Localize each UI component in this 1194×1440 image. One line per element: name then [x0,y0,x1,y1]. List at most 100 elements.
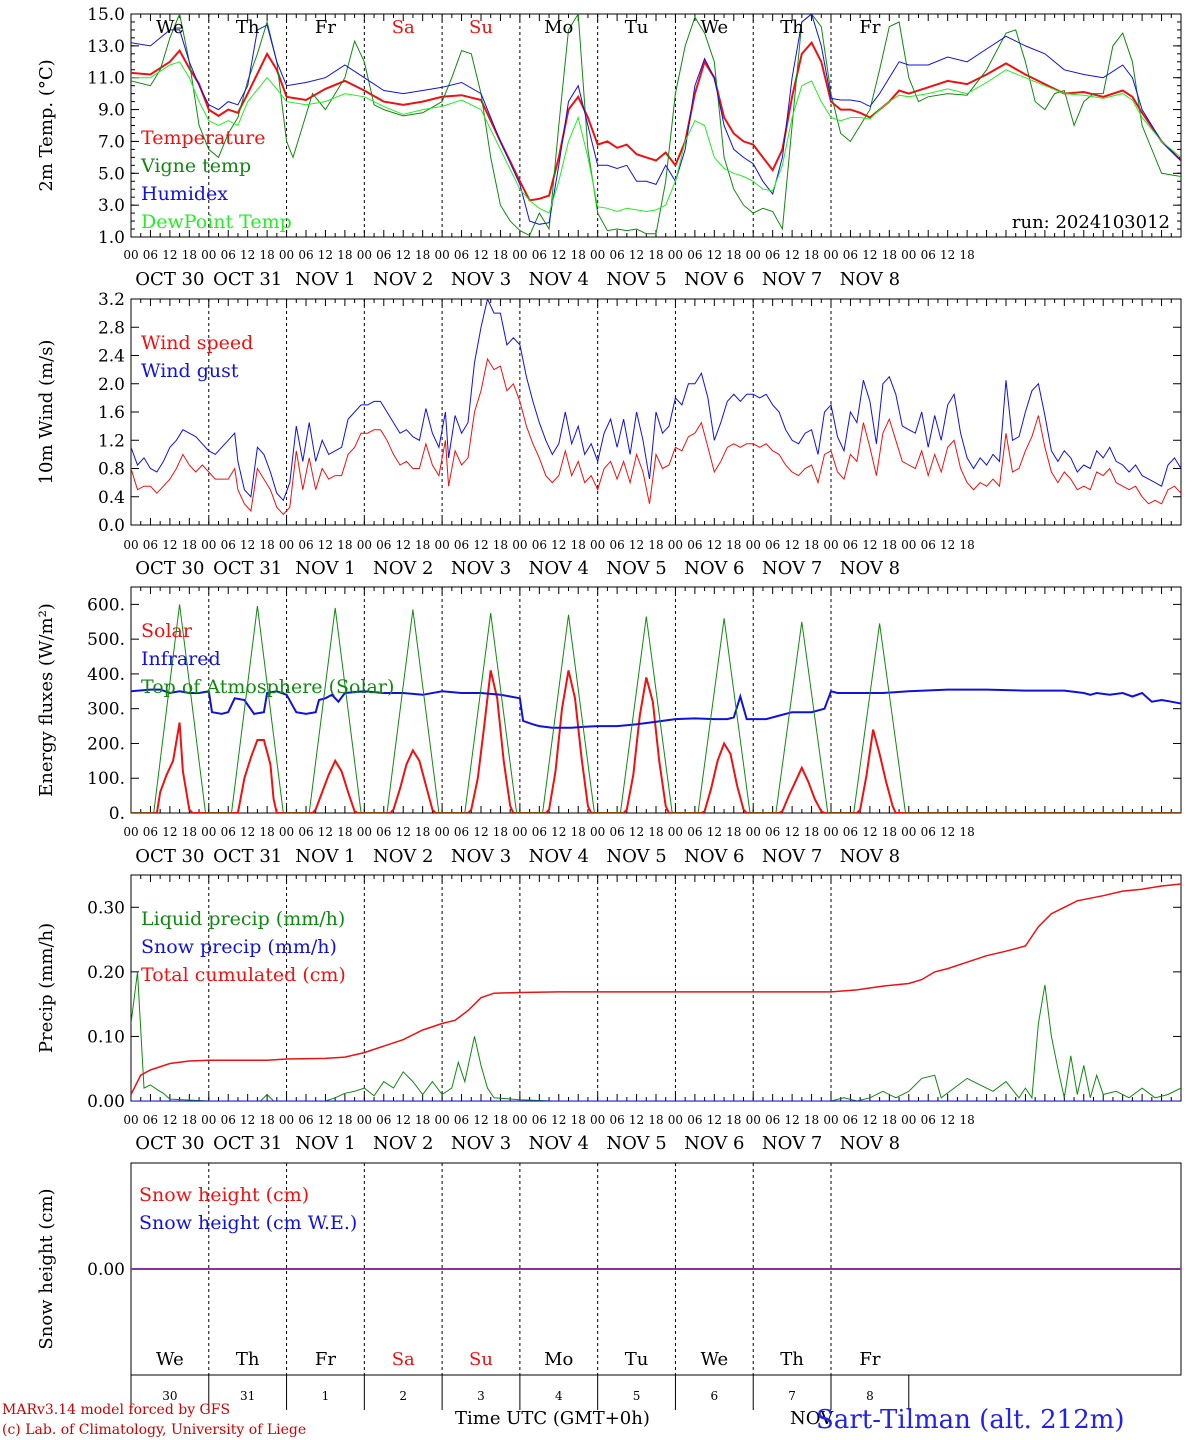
date-label: OCT 30 [135,269,204,290]
hour-label: 18 [882,538,897,552]
hour-label: 12 [707,1113,722,1127]
weekday-label: Mo [544,17,573,38]
date-label: NOV 2 [373,1133,433,1154]
hour-label: 18 [182,248,197,262]
hour-label: 18 [337,1113,352,1127]
hour-label: 00 [357,248,372,262]
date-label: NOV 2 [373,558,433,579]
hour-label: 06 [843,1113,858,1127]
date-label: NOV 4 [529,846,589,867]
hour-label: 06 [609,825,624,839]
hour-label: 00 [201,538,216,552]
hour-label: 06 [532,1113,547,1127]
hour-label: 00 [746,538,761,552]
hour-label: 00 [279,825,294,839]
wind-y-axis-title: 10m Wind (m/s) [36,340,57,485]
legend-entry: Vigne temp [140,155,251,177]
hour-label: 12 [396,825,411,839]
legend-entry: Solar [141,620,193,642]
hour-label: 18 [182,1113,197,1127]
model-credit: MARv3.14 model forced by GFS [2,1402,230,1418]
date-label: NOV 6 [684,269,744,290]
hour-label: 18 [804,1113,819,1127]
y-tick-label: 0. [109,804,125,824]
hour-label: 12 [629,825,644,839]
weekday-label: Su [469,1349,493,1370]
y-tick-label: 13.0 [87,37,125,57]
date-label: NOV 5 [606,1133,666,1154]
hour-label: 18 [571,1113,586,1127]
weekday-label: Th [236,1349,260,1370]
hour-label: 12 [318,825,333,839]
hour-label: 18 [804,248,819,262]
y-tick-label: 200. [87,734,125,754]
hour-label: 12 [862,248,877,262]
run-label: run: 2024103012 [1012,212,1170,233]
hour-label: 06 [532,538,547,552]
y-tick-label: 5.0 [98,164,125,184]
hour-label: 06 [454,248,469,262]
hour-label: 12 [162,825,177,839]
hour-label: 00 [357,1113,372,1127]
series-line-wind-speed [131,357,1181,516]
hour-label: 12 [473,248,488,262]
snow-panel: We 30 Th 31 Fr 1 Sa 2 Su 3 Mo 4 Tu 5 We 6 Th 7 Fr 8 0.00 Snow… [36,1162,1182,1410]
hour-label: 00 [901,248,916,262]
date-label: NOV 3 [451,1133,511,1154]
date-label: NOV 3 [451,269,511,290]
hour-label: 12 [629,538,644,552]
series-line-temperature [131,40,1181,202]
hour-label: 12 [162,248,177,262]
hour-label: 06 [609,538,624,552]
date-label: NOV 5 [606,846,666,867]
y-tick-label: 1.6 [98,403,125,423]
hour-label: 18 [493,1113,508,1127]
hour-label: 06 [143,538,158,552]
hour-label: 18 [959,538,974,552]
hour-label: 06 [143,248,158,262]
hour-label: 12 [707,538,722,552]
hour-label: 00 [668,825,683,839]
hour-label: 00 [512,825,527,839]
series-line-total-cumulated-cm [131,883,1181,1095]
date-label: OCT 30 [135,846,204,867]
y-tick-label: 11.0 [87,69,125,89]
y-tick-label: 1.2 [98,431,125,451]
hour-label: 12 [629,1113,644,1127]
y-tick-label: 0.10 [87,1027,125,1047]
hour-label: 12 [862,825,877,839]
hour-label: 06 [609,248,624,262]
hour-label: 00 [512,248,527,262]
energy-panel: 00 06 12 18 00 06 12 18 00 06 12 18 00 06 12 18 00 06 12 18… [36,586,1182,867]
date-label: NOV 7 [762,269,822,290]
date-label: NOV 7 [762,558,822,579]
date-label: NOV 8 [840,846,900,867]
hour-label: 18 [493,248,508,262]
hour-label: 00 [434,248,449,262]
date-label: NOV 1 [295,846,355,867]
date-label: NOV 3 [451,846,511,867]
legend-entry: Top of Atmosphere (Solar) [141,676,394,698]
hour-label: 06 [454,1113,469,1127]
hour-label: 00 [279,538,294,552]
hour-label: 06 [454,825,469,839]
hour-label: 12 [940,1113,955,1127]
weekday-label: Sa [392,1349,415,1370]
hour-label: 12 [940,825,955,839]
hour-label: 12 [862,1113,877,1127]
hour-label: 18 [415,1113,430,1127]
hour-label: 12 [629,248,644,262]
hour-label: 12 [318,248,333,262]
hour-label: 06 [687,825,702,839]
hour-label: 06 [921,248,936,262]
legend-entry: Wind speed [141,332,253,354]
hour-label: 06 [687,248,702,262]
date-label: NOV 4 [529,269,589,290]
hour-label: 18 [337,538,352,552]
hour-label: 00 [123,825,138,839]
hour-label: 06 [765,1113,780,1127]
hour-label: 00 [590,1113,605,1127]
hour-label: 00 [123,1113,138,1127]
hour-label: 00 [201,1113,216,1127]
